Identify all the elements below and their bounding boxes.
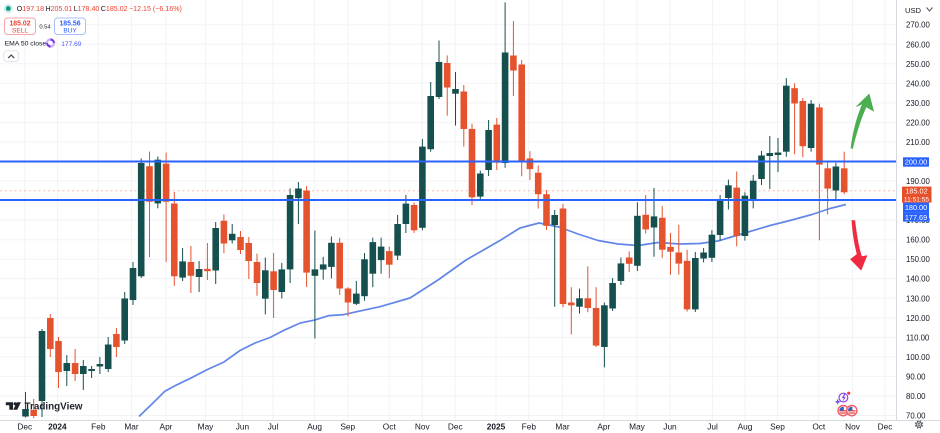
svg-text:177.69: 177.69 [61, 41, 82, 48]
svg-text:130.00: 130.00 [906, 294, 931, 303]
svg-text:100.00: 100.00 [906, 353, 931, 362]
svg-text:270.00: 270.00 [906, 21, 931, 30]
svg-text:90.00: 90.00 [906, 372, 926, 381]
svg-text:120.00: 120.00 [906, 314, 931, 323]
svg-text:260.00: 260.00 [906, 40, 931, 49]
svg-text:SELL: SELL [12, 28, 28, 35]
svg-text:Aug: Aug [307, 421, 322, 431]
svg-text:220.00: 220.00 [906, 118, 931, 127]
svg-text:USD: USD [905, 6, 922, 15]
svg-text:Jun: Jun [663, 421, 677, 431]
svg-text:Nov: Nov [845, 421, 861, 431]
svg-text:May: May [198, 421, 215, 431]
svg-text:2025: 2025 [487, 421, 506, 431]
svg-text:160.00: 160.00 [906, 236, 931, 245]
svg-text:Jul: Jul [268, 421, 279, 431]
svg-text:185.02: 185.02 [9, 21, 30, 28]
svg-text:Oct: Oct [383, 421, 397, 431]
svg-text:Dec: Dec [878, 421, 893, 431]
svg-text:Apr: Apr [160, 421, 173, 431]
svg-text:Mar: Mar [124, 421, 139, 431]
svg-text:150.00: 150.00 [906, 255, 931, 264]
svg-text:Dec: Dec [17, 421, 32, 431]
svg-text:Apr: Apr [597, 421, 610, 431]
svg-text:0.54: 0.54 [39, 25, 51, 31]
svg-text:185.02: 185.02 [905, 187, 927, 196]
svg-text:EMA 50 close: EMA 50 close [5, 41, 47, 48]
svg-text:230.00: 230.00 [906, 99, 931, 108]
svg-text:240.00: 240.00 [906, 79, 931, 88]
svg-text:190.00: 190.00 [906, 177, 931, 186]
svg-text:Sep: Sep [340, 421, 355, 431]
svg-text:Feb: Feb [522, 421, 537, 431]
svg-text:Jul: Jul [707, 421, 718, 431]
svg-text:Oct: Oct [812, 421, 826, 431]
svg-text:177.69: 177.69 [905, 213, 927, 222]
svg-text:140.00: 140.00 [906, 275, 931, 284]
svg-text:210.00: 210.00 [906, 138, 931, 147]
svg-text:Dec: Dec [448, 421, 463, 431]
svg-text:Mar: Mar [555, 421, 570, 431]
svg-text:Feb: Feb [91, 421, 106, 431]
svg-text:TradingView: TradingView [25, 402, 83, 413]
svg-text:BUY: BUY [63, 28, 77, 35]
svg-text:250.00: 250.00 [906, 60, 931, 69]
svg-text:70.00: 70.00 [906, 412, 926, 421]
svg-text:110.00: 110.00 [906, 333, 930, 342]
svg-text:Nov: Nov [415, 421, 431, 431]
svg-text:11:51:55: 11:51:55 [904, 196, 930, 203]
svg-text:Aug: Aug [738, 421, 753, 431]
svg-text:Sep: Sep [770, 421, 785, 431]
svg-text:May: May [629, 421, 646, 431]
svg-text:180.00: 180.00 [905, 203, 927, 212]
svg-text:80.00: 80.00 [906, 392, 926, 401]
svg-text:2024: 2024 [48, 421, 67, 431]
svg-text:O197.18 H205.01 L178.40 C185.0: O197.18 H205.01 L178.40 C185.02 −12.15 (… [17, 5, 182, 13]
svg-text:185.56: 185.56 [59, 21, 80, 28]
svg-text:200.00: 200.00 [905, 157, 927, 166]
svg-text:Jun: Jun [236, 421, 250, 431]
